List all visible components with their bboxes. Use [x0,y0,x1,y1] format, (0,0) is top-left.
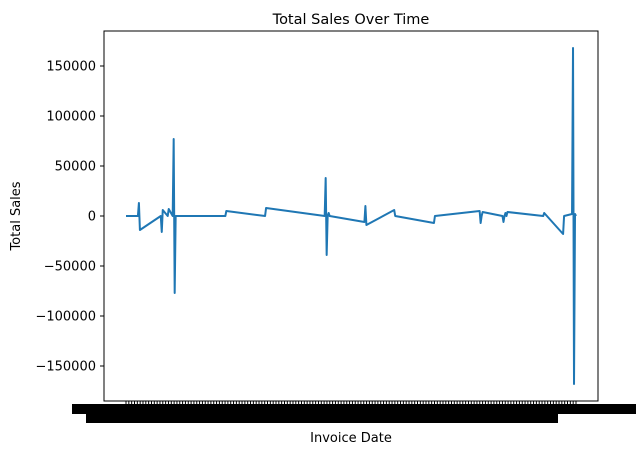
y-tick-label: −50000 [44,260,96,275]
series-line [126,47,577,385]
x-axis [72,401,636,423]
x-axis-label: Invoice Date [310,431,392,446]
y-tick-label: −150000 [35,360,96,375]
y-tick-label: 0 [88,210,96,225]
y-axis: −150000 −100000 −50000 0 50000 100000 150000 [35,60,104,375]
y-tick-label: −100000 [35,310,96,325]
y-axis-label: Total Sales [9,181,24,251]
y-tick-label: 50000 [55,160,96,175]
y-tick-label: 100000 [46,110,96,125]
y-tick-label: 150000 [46,60,96,75]
chart-title: Total Sales Over Time [272,12,430,28]
series-layer [126,47,577,385]
x-tick-labels-overlap [86,413,558,423]
x-tick-labels-overlap [72,404,636,414]
